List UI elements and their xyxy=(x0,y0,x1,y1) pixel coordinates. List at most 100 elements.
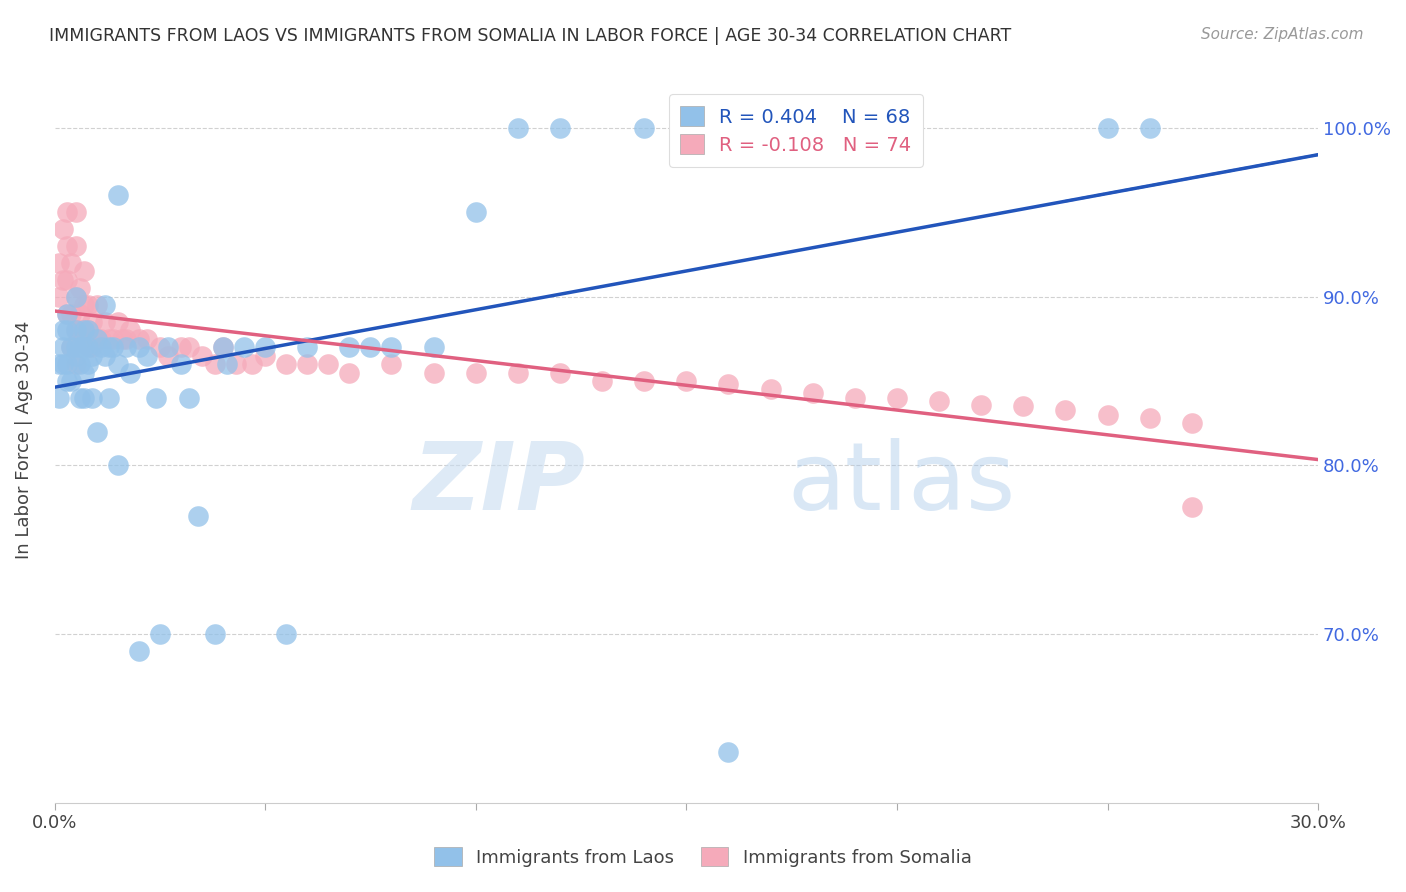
Point xyxy=(69,323,91,337)
Point xyxy=(157,349,180,363)
Point xyxy=(149,627,172,641)
Point xyxy=(94,298,117,312)
Point xyxy=(65,290,87,304)
Point xyxy=(633,121,655,136)
Point xyxy=(73,366,96,380)
Point xyxy=(380,340,402,354)
Point xyxy=(844,391,866,405)
Point xyxy=(337,340,360,354)
Point xyxy=(48,256,70,270)
Point xyxy=(77,357,100,371)
Point xyxy=(69,281,91,295)
Point xyxy=(90,340,112,354)
Point xyxy=(128,332,150,346)
Point xyxy=(77,323,100,337)
Point xyxy=(82,349,104,363)
Point xyxy=(380,357,402,371)
Point xyxy=(120,323,142,337)
Point xyxy=(506,366,529,380)
Point xyxy=(191,349,214,363)
Point xyxy=(86,425,108,439)
Point xyxy=(56,205,79,219)
Point xyxy=(73,298,96,312)
Point xyxy=(187,508,209,523)
Point xyxy=(98,391,121,405)
Point xyxy=(297,340,319,354)
Point xyxy=(548,366,571,380)
Point xyxy=(115,340,138,354)
Point xyxy=(276,627,298,641)
Point xyxy=(56,239,79,253)
Point xyxy=(94,349,117,363)
Point xyxy=(60,374,83,388)
Point xyxy=(48,391,70,405)
Point xyxy=(464,366,486,380)
Point xyxy=(73,264,96,278)
Point xyxy=(56,273,79,287)
Point xyxy=(136,349,159,363)
Point xyxy=(77,298,100,312)
Point xyxy=(52,273,75,287)
Point xyxy=(145,391,167,405)
Point xyxy=(52,340,75,354)
Point xyxy=(1139,121,1161,136)
Point xyxy=(77,340,100,354)
Point xyxy=(77,340,100,354)
Point xyxy=(65,290,87,304)
Point xyxy=(69,391,91,405)
Point xyxy=(1139,411,1161,425)
Point xyxy=(65,349,87,363)
Point xyxy=(212,340,235,354)
Point xyxy=(359,340,381,354)
Legend: R = 0.404    N = 68, R = -0.108   N = 74: R = 0.404 N = 68, R = -0.108 N = 74 xyxy=(669,95,922,167)
Point xyxy=(675,374,697,388)
Point xyxy=(56,323,79,337)
Legend: Immigrants from Laos, Immigrants from Somalia: Immigrants from Laos, Immigrants from So… xyxy=(427,840,979,874)
Point xyxy=(633,374,655,388)
Point xyxy=(94,315,117,329)
Point xyxy=(1097,121,1119,136)
Point xyxy=(337,366,360,380)
Point xyxy=(73,340,96,354)
Point xyxy=(128,340,150,354)
Point xyxy=(170,357,193,371)
Point xyxy=(107,357,129,371)
Point xyxy=(56,306,79,320)
Point xyxy=(103,332,125,346)
Point xyxy=(801,385,824,400)
Point xyxy=(225,357,247,371)
Point xyxy=(73,332,96,346)
Point xyxy=(103,340,125,354)
Point xyxy=(86,332,108,346)
Point xyxy=(136,332,159,346)
Point xyxy=(179,340,201,354)
Point xyxy=(276,357,298,371)
Point xyxy=(73,323,96,337)
Point xyxy=(82,340,104,354)
Point xyxy=(886,391,908,405)
Point xyxy=(1012,399,1035,413)
Point xyxy=(886,121,908,136)
Point xyxy=(254,340,277,354)
Text: Source: ZipAtlas.com: Source: ZipAtlas.com xyxy=(1201,27,1364,42)
Point xyxy=(717,377,740,392)
Point xyxy=(1054,402,1077,417)
Point xyxy=(928,394,950,409)
Point xyxy=(60,340,83,354)
Point xyxy=(464,205,486,219)
Point xyxy=(86,332,108,346)
Point xyxy=(52,323,75,337)
Point xyxy=(548,121,571,136)
Text: atlas: atlas xyxy=(787,438,1015,530)
Point xyxy=(170,340,193,354)
Point xyxy=(318,357,340,371)
Point xyxy=(65,323,87,337)
Point xyxy=(212,340,235,354)
Point xyxy=(254,349,277,363)
Point xyxy=(1097,408,1119,422)
Point xyxy=(60,306,83,320)
Point xyxy=(69,357,91,371)
Point xyxy=(90,332,112,346)
Point xyxy=(717,745,740,759)
Point xyxy=(48,290,70,304)
